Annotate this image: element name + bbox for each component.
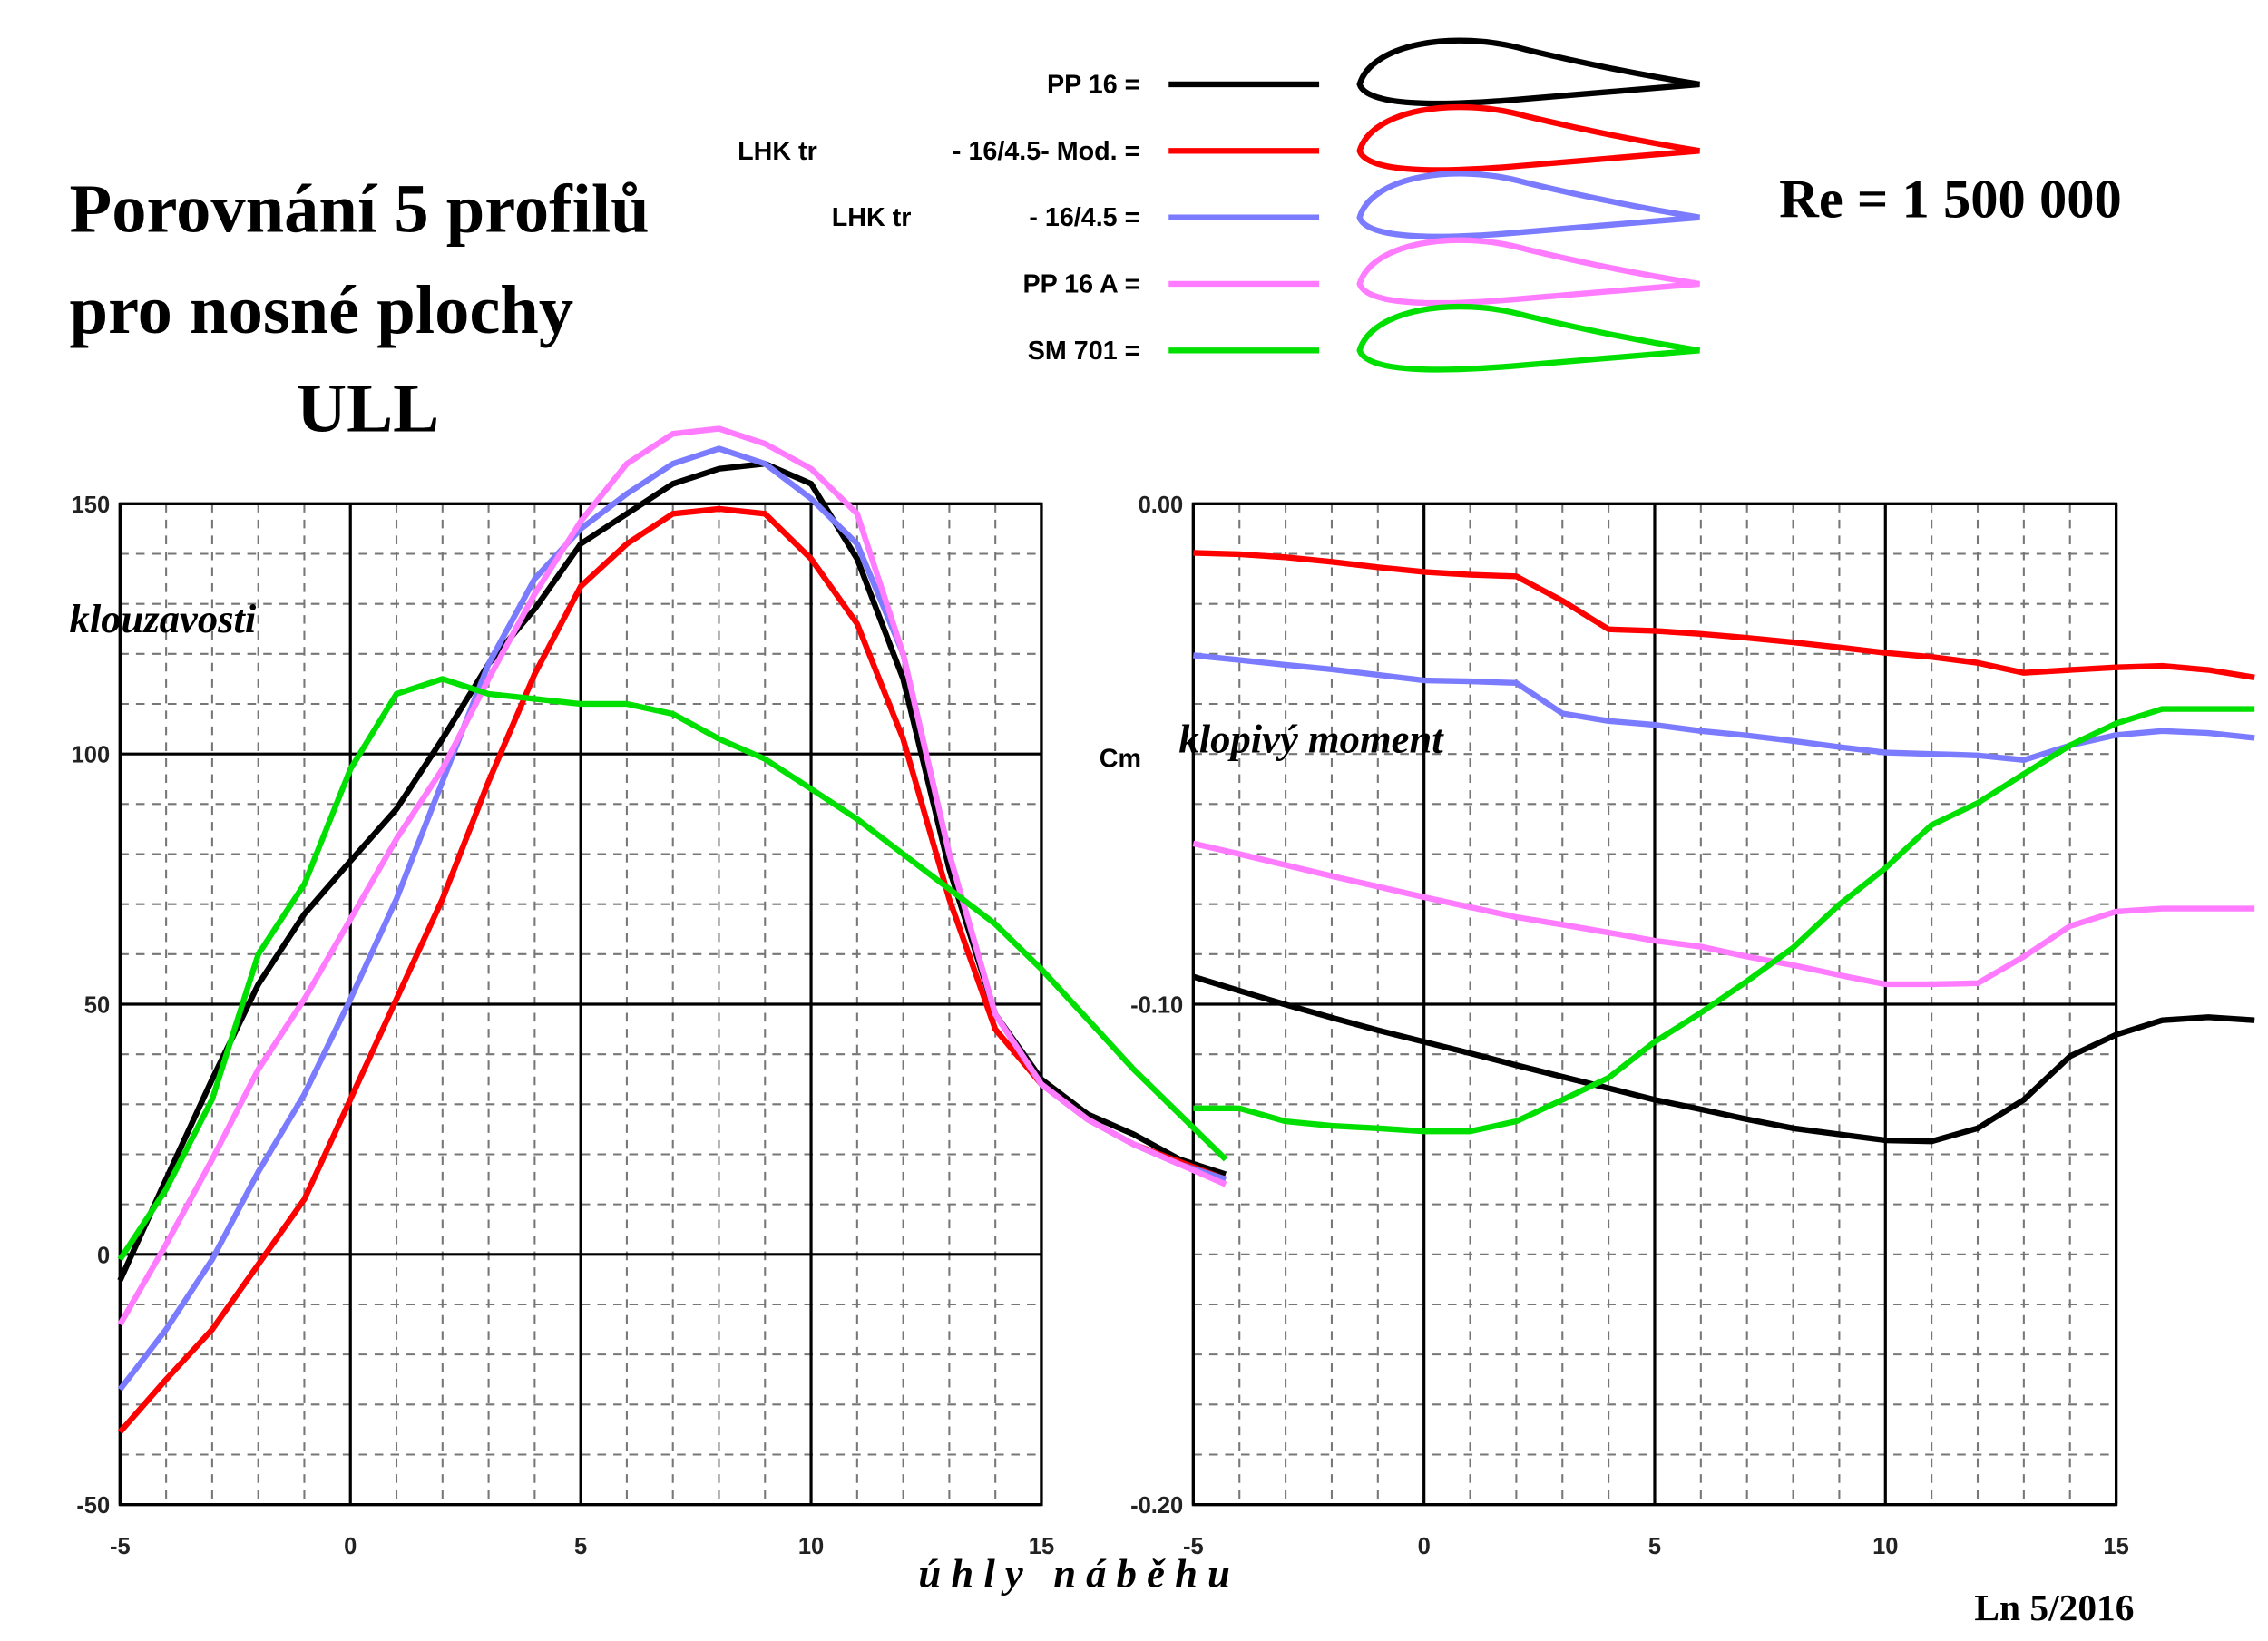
x-tick-label: 5 [574,1534,587,1559]
airfoil-icon [1356,103,1700,173]
legend-label: SM 701 = [1028,337,1140,366]
x-axis-label: ú h l y n á b ě h u [918,1551,1229,1597]
legend-label: - 16/4.5 = [1029,203,1139,232]
y-tick-label: -0.10 [1130,993,1183,1019]
title-line: ULL [297,370,439,447]
airfoil-icon [1356,171,1700,239]
x-tick-label: 0 [344,1534,357,1559]
footer: Ln 5/2016 [1974,1587,2134,1628]
plot-frame [118,502,1043,1507]
title-line: pro nosné plochy [70,271,574,348]
series-line [117,425,1227,1326]
airfoil-icon [1356,303,1700,373]
y-tick-label: 150 [72,493,111,518]
series-line [1193,706,2255,1135]
legend-label: PP 16 = [1047,71,1139,100]
lines [117,425,2255,1434]
x-tick-label: 0 [1418,1534,1431,1559]
y-tick-label: -0.20 [1130,1493,1183,1519]
series-line [117,676,1228,1262]
plot-frame [1191,502,2118,1507]
series-line [1192,973,2255,1145]
x-tick-label: 15 [2103,1534,2128,1559]
series-line [1193,550,2255,680]
legend-prefix: LHK tr [832,203,912,232]
x-tick-label: 10 [798,1534,824,1559]
title-line: Porovnání 5 profilů [70,171,650,248]
y-tick-label: 0 [97,1243,110,1268]
y-tick-label: 100 [72,743,111,768]
x-tick-label: 15 [1029,1534,1054,1559]
subtitle: Re = 1 500 000 [1779,170,2122,230]
y-tick-label: 50 [84,993,110,1019]
y-tick-label: 0.00 [1139,493,1184,518]
y-axis-label: Cm [1100,745,1141,774]
y-tick-label: -50 [76,1493,110,1519]
airfoil-icon [1356,37,1700,107]
x-tick-label: 5 [1648,1534,1661,1559]
series-line [1192,840,2255,988]
legend-label: PP 16 A = [1022,270,1139,299]
airfoil-icon [1356,237,1700,307]
annotation: klopivý moment [1178,717,1444,762]
legend: PP 16 = - 16/4.5- Mod. = LHK tr - 16/4.5 = L… [738,37,1700,373]
legend-prefix: LHK tr [738,137,817,166]
x-tick-label: -5 [110,1534,131,1559]
x-tick-label: 10 [1872,1534,1898,1559]
x-tick-label: -5 [1183,1534,1204,1559]
y-axis-label: klouzavosti [70,596,257,641]
legend-label: - 16/4.5- Mod. = [953,137,1139,166]
